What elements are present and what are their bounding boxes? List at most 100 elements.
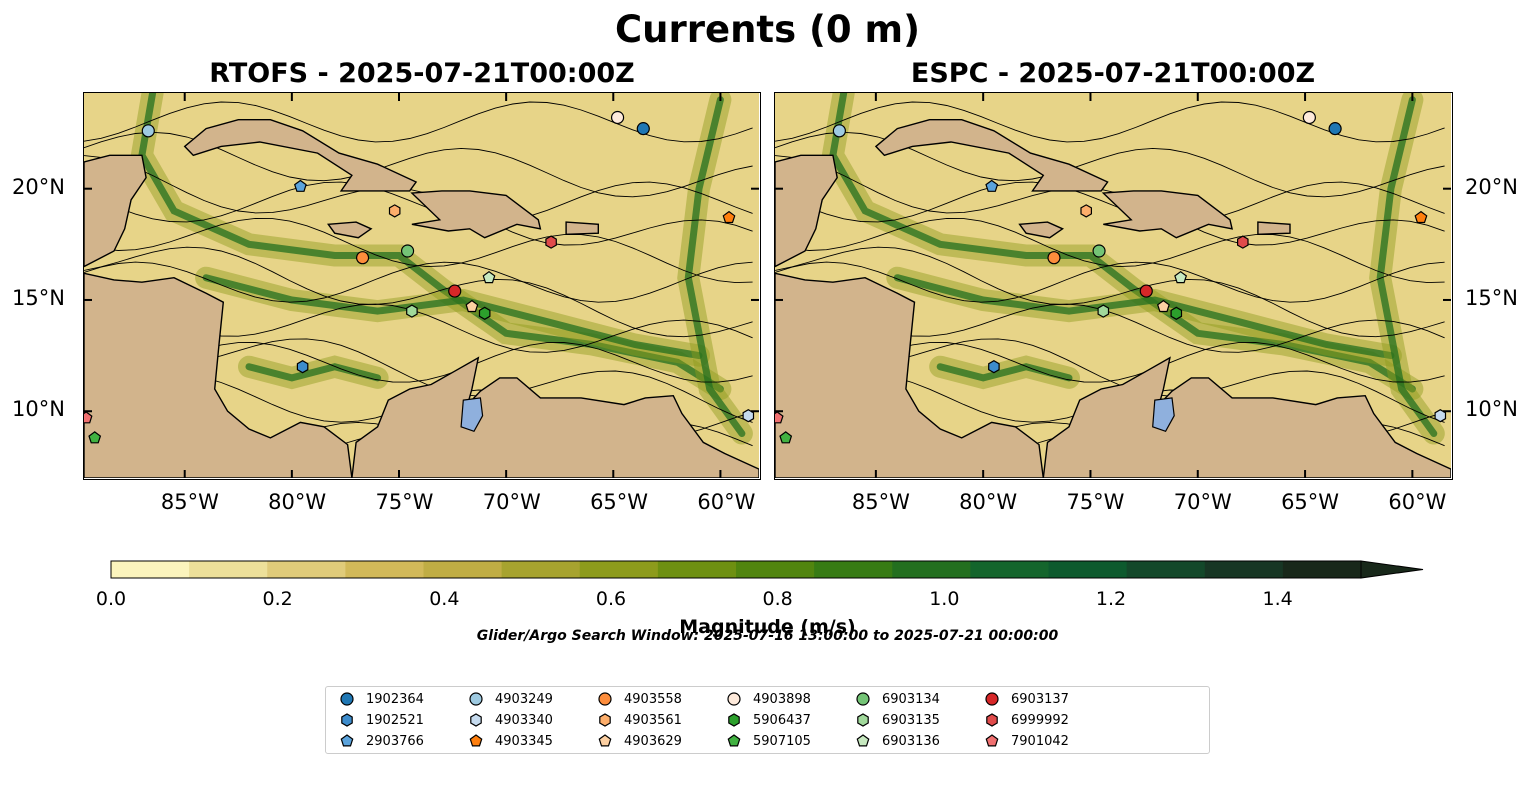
float-marker-2903766 xyxy=(985,179,999,192)
legend-marker-circle xyxy=(727,692,741,706)
legend-item-1902364: 1902364 xyxy=(338,690,424,708)
float-marker-5906437 xyxy=(1170,306,1183,320)
colorbar-tick-label: 1.2 xyxy=(1095,588,1127,610)
lon-label: 70°W xyxy=(482,490,541,514)
espc-current-map xyxy=(775,93,1452,479)
lat-label: 20°N xyxy=(1465,174,1518,199)
lon-label: 85°W xyxy=(160,490,219,514)
legend-item-4903629: 4903629 xyxy=(596,732,682,750)
legend-item-5906437: 5906437 xyxy=(725,711,811,729)
map-panel-rtofs xyxy=(83,92,761,480)
float-marker-4903561 xyxy=(1080,204,1092,218)
lon-label: 85°W xyxy=(851,490,910,514)
legend-marker xyxy=(469,692,483,706)
float-marker-4903345 xyxy=(722,210,736,224)
legend-marker-pentagon xyxy=(469,734,483,747)
legend-item-6903135: 6903135 xyxy=(854,711,940,729)
float-marker-6903135 xyxy=(1097,304,1110,318)
legend-marker-hexagon xyxy=(857,713,869,727)
streamline xyxy=(775,181,1445,223)
legend-marker xyxy=(728,713,740,727)
legend-marker xyxy=(857,713,869,727)
colorbar-swatch xyxy=(657,561,737,578)
float-marker-4903340 xyxy=(1434,409,1447,423)
legend-marker-hexagon xyxy=(986,713,998,727)
current-core xyxy=(893,274,1395,360)
current-core xyxy=(138,93,724,393)
colorbar-tick-label: 0.4 xyxy=(429,588,460,610)
legend-label: 1902521 xyxy=(366,712,424,728)
legend-label: 7901042 xyxy=(1011,733,1069,749)
legend-item-4903558: 4903558 xyxy=(596,690,682,708)
float-marker-6903134 xyxy=(1092,244,1106,258)
float-marker-1902521 xyxy=(296,360,309,374)
legend-marker-pentagon xyxy=(985,734,999,747)
legend-item-7901042: 7901042 xyxy=(983,732,1069,750)
map-panel-espc xyxy=(774,92,1453,480)
colorbar-label: Magnitude (m/s) xyxy=(679,616,856,638)
float-marker-6903136 xyxy=(482,270,496,284)
legend-label: 5906437 xyxy=(753,712,811,728)
lat-label: 15°N xyxy=(1465,285,1518,310)
legend-label: 4903340 xyxy=(495,712,553,728)
float-marker-4903340 xyxy=(742,409,755,423)
float-marker-4903898 xyxy=(1302,110,1316,125)
current-core xyxy=(936,363,1073,382)
float-legend: 1902364 1902521 2903766 4903249 4903340 49033… xyxy=(325,686,1210,754)
lake-maracaibo xyxy=(460,397,484,433)
legend-label: 1902364 xyxy=(366,691,424,707)
lon-label: 60°W xyxy=(1388,490,1447,514)
legend-marker xyxy=(985,692,999,706)
legend-item-6999992: 6999992 xyxy=(983,711,1069,729)
streamline xyxy=(84,155,753,246)
colorbar-swatch xyxy=(111,561,190,578)
streamline xyxy=(84,261,753,303)
colorbar-swatch xyxy=(970,561,1049,578)
float-marker-4903561 xyxy=(388,204,401,218)
legend-label: 6999992 xyxy=(1011,712,1069,728)
float-marker-7901042 xyxy=(775,411,784,424)
search-window-text: Glider/Argo Search Window: 2025-07-16 13… xyxy=(476,628,1059,644)
legend-marker-circle xyxy=(856,692,870,706)
legend-item-4903898: 4903898 xyxy=(725,690,811,708)
colorbar-swatch xyxy=(1126,561,1206,578)
float-marker-5907105 xyxy=(88,431,102,444)
legend-item-4903561: 4903561 xyxy=(596,711,682,729)
colorbar-outline xyxy=(110,560,1362,579)
colorbar-swatch xyxy=(892,561,971,578)
float-marker-5906437 xyxy=(478,306,491,320)
land-central-america xyxy=(84,272,353,479)
float-marker-4903345 xyxy=(1414,210,1428,224)
legend-label: 4903558 xyxy=(624,691,682,707)
current-core xyxy=(245,363,382,382)
legend-marker xyxy=(341,713,353,727)
current-core xyxy=(684,96,746,437)
lon-label: 65°W xyxy=(590,490,649,514)
legend-label: 6903136 xyxy=(882,733,940,749)
legend-item-4903345: 4903345 xyxy=(467,732,553,750)
legend-item-6903137: 6903137 xyxy=(983,690,1069,708)
legend-label: 4903629 xyxy=(624,733,682,749)
legend-label: 2903766 xyxy=(366,733,424,749)
float-marker-2903766 xyxy=(293,179,307,192)
float-marker-4903558 xyxy=(1047,251,1061,265)
legend-label: 6903134 xyxy=(882,691,940,707)
float-marker-6903136 xyxy=(1174,270,1188,284)
lat-label: 10°N xyxy=(12,397,65,422)
colorbar-swatch xyxy=(267,561,346,578)
legend-marker xyxy=(340,734,354,747)
legend-marker-circle xyxy=(469,692,483,706)
legend-marker-pentagon xyxy=(598,734,612,747)
legend-marker xyxy=(985,734,999,747)
float-marker-6903135 xyxy=(406,304,418,318)
colorbar-tick-label: 1.0 xyxy=(929,588,960,610)
legend-marker-circle xyxy=(340,692,354,706)
float-marker-1902364 xyxy=(636,122,650,136)
legend-label: 4903249 xyxy=(495,691,553,707)
float-marker-6903137 xyxy=(1139,284,1153,298)
legend-marker-circle xyxy=(985,692,999,706)
legend-item-2903766: 2903766 xyxy=(338,732,424,750)
legend-label: 5907105 xyxy=(753,733,811,749)
colorbar-tick-label: 0.6 xyxy=(595,588,627,610)
panel-title-rtofs: RTOFS - 2025-07-21T00:00Z xyxy=(209,58,635,89)
